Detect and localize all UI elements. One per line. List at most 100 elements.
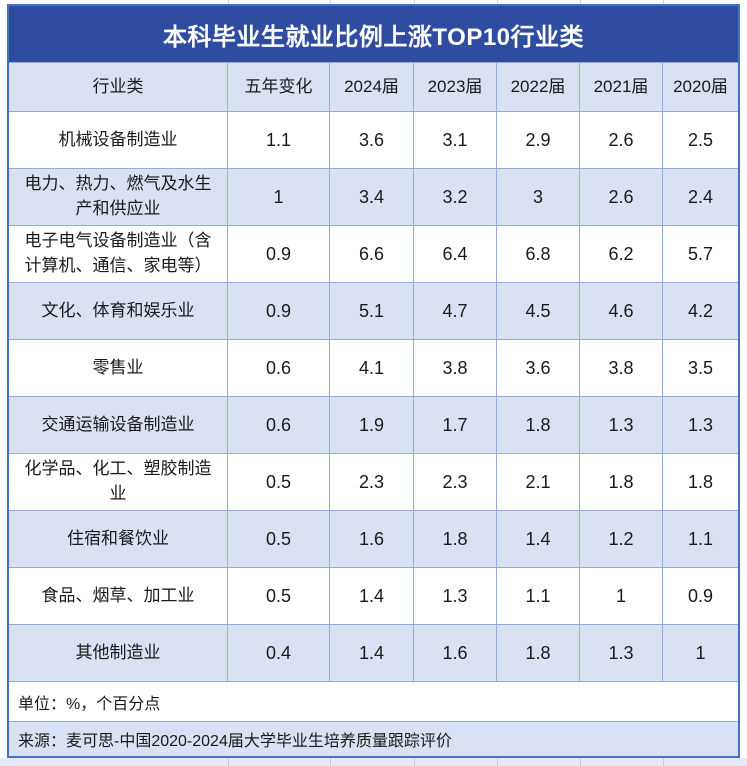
value-cell: 2.6 (580, 169, 663, 225)
column-header: 2022届 (497, 63, 580, 111)
value-cell: 0.6 (228, 397, 330, 453)
gridline (330, 0, 331, 4)
value-cell: 1.8 (414, 511, 497, 567)
value-cell: 1.6 (414, 625, 497, 681)
gridline (580, 0, 581, 4)
value-cell: 2.4 (687, 186, 714, 207)
value-cell: 2.1 (497, 454, 580, 510)
gridline (228, 758, 229, 766)
value-cell: 1.8 (687, 471, 714, 492)
industry-name-cell: 化学品、化工、塑胶制造业 (9, 454, 228, 510)
industry-name-cell: 文化、体育和娱乐业 (9, 283, 228, 339)
value-cell: 5.7 (687, 243, 714, 264)
gridline (414, 758, 415, 766)
value-cell: 1.1 (497, 568, 580, 624)
value-cell: 1.8 (497, 397, 580, 453)
header-row: 行业类 五年变化 2024届 2023届 2022届 2021届 2020届 (9, 63, 738, 112)
value-cell: 3 (497, 169, 580, 225)
value-cell: 3.1 (414, 112, 497, 168)
value-cell: 1.1 (687, 528, 714, 549)
value-cell: 4.5 (497, 283, 580, 339)
table-title: 本科毕业生就业比例上涨TOP10行业类 (9, 6, 738, 63)
table-row: 电力、热力、燃气及水生产和供应业 1 3.4 3.2 3 2.6 2.4 (9, 169, 738, 226)
value-cell: 3.5 (687, 357, 714, 378)
gridline (330, 758, 331, 766)
value-cell: 4.1 (330, 340, 414, 396)
industry-name-cell: 零售业 (9, 340, 228, 396)
value-cell: 0.9 (228, 283, 330, 339)
value-cell: 1.7 (414, 397, 497, 453)
column-header: 2023届 (414, 63, 497, 111)
value-cell: 4.2 (687, 300, 714, 321)
value-cell: 2.3 (330, 454, 414, 510)
table-row: 机械设备制造业 1.1 3.6 3.1 2.9 2.6 2.5 (9, 112, 738, 169)
value-cell: 1.6 (330, 511, 414, 567)
value-cell: 1.4 (330, 568, 414, 624)
value-cell: 1.8 (580, 454, 663, 510)
value-cell: 1 (580, 568, 663, 624)
table-row: 食品、烟草、加工业 0.5 1.4 1.3 1.1 1 0.9 (9, 568, 738, 625)
value-cell: 1.3 (414, 568, 497, 624)
value-cell: 1 (695, 642, 706, 663)
value-cell: 3.2 (414, 169, 497, 225)
table-row: 其他制造业 0.4 1.4 1.6 1.8 1.3 1 (9, 625, 738, 682)
value-cell: 6.6 (330, 226, 414, 282)
value-cell: 0.5 (228, 454, 330, 510)
column-header: 五年变化 (228, 63, 330, 111)
value-cell: 1.3 (687, 414, 714, 435)
value-cell: 3.8 (580, 340, 663, 396)
value-cell: 0.9 (228, 226, 330, 282)
gridline (228, 0, 229, 4)
gridline (497, 0, 498, 4)
table-row: 零售业 0.6 4.1 3.8 3.6 3.8 3.5 (9, 340, 738, 397)
value-cell: 6.8 (497, 226, 580, 282)
value-cell: 1.8 (497, 625, 580, 681)
value-cell: 0.4 (228, 625, 330, 681)
value-cell: 3.8 (414, 340, 497, 396)
top-gridline-strip (0, 0, 747, 4)
industry-name-cell: 住宿和餐饮业 (9, 511, 228, 567)
value-cell: 1.4 (330, 625, 414, 681)
value-cell: 4.7 (414, 283, 497, 339)
industry-name-cell: 其他制造业 (9, 625, 228, 681)
table-row: 化学品、化工、塑胶制造业 0.5 2.3 2.3 2.1 1.8 1.8 (9, 454, 738, 511)
table-row: 住宿和餐饮业 0.5 1.6 1.8 1.4 1.2 1.1 (9, 511, 738, 568)
table-row: 文化、体育和娱乐业 0.9 5.1 4.7 4.5 4.6 4.2 (9, 283, 738, 340)
value-cell: 1.9 (330, 397, 414, 453)
value-cell: 4.6 (580, 283, 663, 339)
value-cell: 2.3 (414, 454, 497, 510)
unit-note: 单位：%，个百分点 (9, 682, 738, 722)
gridline (663, 758, 664, 766)
industry-name-cell: 电子电气设备制造业（含计算机、通信、家电等） (9, 226, 228, 282)
value-cell: 1.2 (580, 511, 663, 567)
value-cell: 6.4 (414, 226, 497, 282)
table-row: 电子电气设备制造业（含计算机、通信、家电等） 0.9 6.6 6.4 6.8 6.2 5.7 (9, 226, 738, 283)
industry-name-cell: 食品、烟草、加工业 (9, 568, 228, 624)
value-cell: 3.4 (330, 169, 414, 225)
value-cell: 2.9 (497, 112, 580, 168)
gridline (497, 758, 498, 766)
value-cell: 1.4 (497, 511, 580, 567)
value-cell: 0.5 (228, 568, 330, 624)
gridline (414, 0, 415, 4)
value-cell: 0.9 (687, 585, 714, 606)
value-cell: 0.6 (228, 340, 330, 396)
value-cell: 3.6 (330, 112, 414, 168)
column-header: 行业类 (9, 63, 228, 111)
value-cell: 0.5 (228, 511, 330, 567)
value-cell: 1 (228, 169, 330, 225)
value-cell: 1.1 (228, 112, 330, 168)
column-header: 2021届 (580, 63, 663, 111)
table: 本科毕业生就业比例上涨TOP10行业类 行业类 五年变化 2024届 2023届 202… (7, 4, 740, 758)
table-body: 机械设备制造业 1.1 3.6 3.1 2.9 2.6 2.5 电力、热力、燃气及水生产和供应… (9, 112, 738, 682)
source-note: 来源：麦可思-中国2020-2024届大学毕业生培养质量跟踪评价 (9, 722, 738, 756)
value-cell: 3.6 (497, 340, 580, 396)
value-cell: 2.5 (687, 129, 714, 150)
value-cell: 5.1 (330, 283, 414, 339)
industry-name-cell: 机械设备制造业 (9, 112, 228, 168)
column-header: 2024届 (330, 63, 414, 111)
gridline (663, 0, 664, 4)
value-cell: 1.3 (580, 625, 663, 681)
value-cell: 2.6 (580, 112, 663, 168)
